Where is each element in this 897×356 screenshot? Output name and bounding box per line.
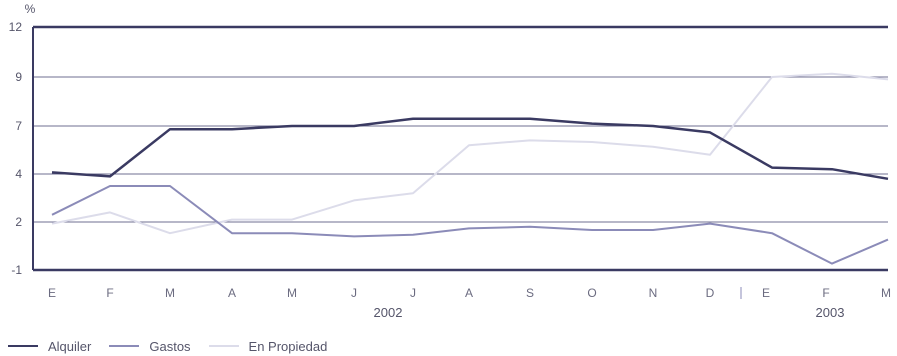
x-tick-label: J [410, 286, 416, 300]
y-tick-label: 4 [15, 167, 22, 181]
y-tick-label: 7 [15, 119, 22, 133]
line-chart: % -1 2 4 7 9 12 E F M A M J J A S O N D E F M 2002 2003 [9, 2, 891, 320]
x-tick-label: E [762, 286, 770, 300]
x-tick-label: M [287, 286, 297, 300]
y-tick-labels: -1 2 4 7 9 12 [9, 20, 23, 277]
x-tick-label: J [351, 286, 357, 300]
legend-label-en-propiedad: En Propiedad [248, 338, 328, 354]
gridlines [32, 25, 888, 272]
x-tick-label: F [822, 286, 829, 300]
y-unit-label: % [25, 2, 36, 16]
year-label: 2002 [374, 305, 403, 320]
x-tick-label: D [706, 286, 715, 300]
series-line-alquiler [51, 117, 889, 181]
x-tick-label: M [165, 286, 175, 300]
legend-item-alquiler: Alquiler [8, 339, 91, 354]
year-label: 2003 [816, 305, 845, 320]
legend-swatch-en-propiedad [208, 345, 239, 347]
x-tick-label: A [465, 286, 473, 300]
y-tick-label: 9 [15, 70, 22, 84]
x-tick-label: M [881, 286, 891, 300]
legend-label-gastos: Gastos [149, 338, 191, 354]
y-tick-label: -1 [11, 263, 22, 277]
legend-item-en-propiedad: En Propiedad [208, 338, 328, 354]
x-tick-label: N [649, 286, 658, 300]
series-line-en-propiedad [51, 72, 889, 235]
x-tick-label: O [587, 286, 596, 300]
y-tick-label: 12 [9, 20, 23, 34]
x-tick-label: S [526, 286, 534, 300]
series-line-gastos [51, 185, 889, 265]
legend-swatch-alquiler [8, 345, 38, 347]
x-tick-label: E [48, 286, 56, 300]
y-tick-label: 2 [15, 215, 22, 229]
legend: Alquiler Gastos En Propiedad [8, 336, 345, 356]
legend-swatch-gastos [109, 345, 140, 347]
year-labels: 2002 2003 [374, 305, 845, 320]
legend-label-alquiler: Alquiler [48, 338, 92, 354]
x-tick-label: A [228, 286, 236, 300]
data-series [51, 72, 889, 265]
x-tick-label: F [106, 286, 113, 300]
legend-item-gastos: Gastos [109, 338, 191, 354]
